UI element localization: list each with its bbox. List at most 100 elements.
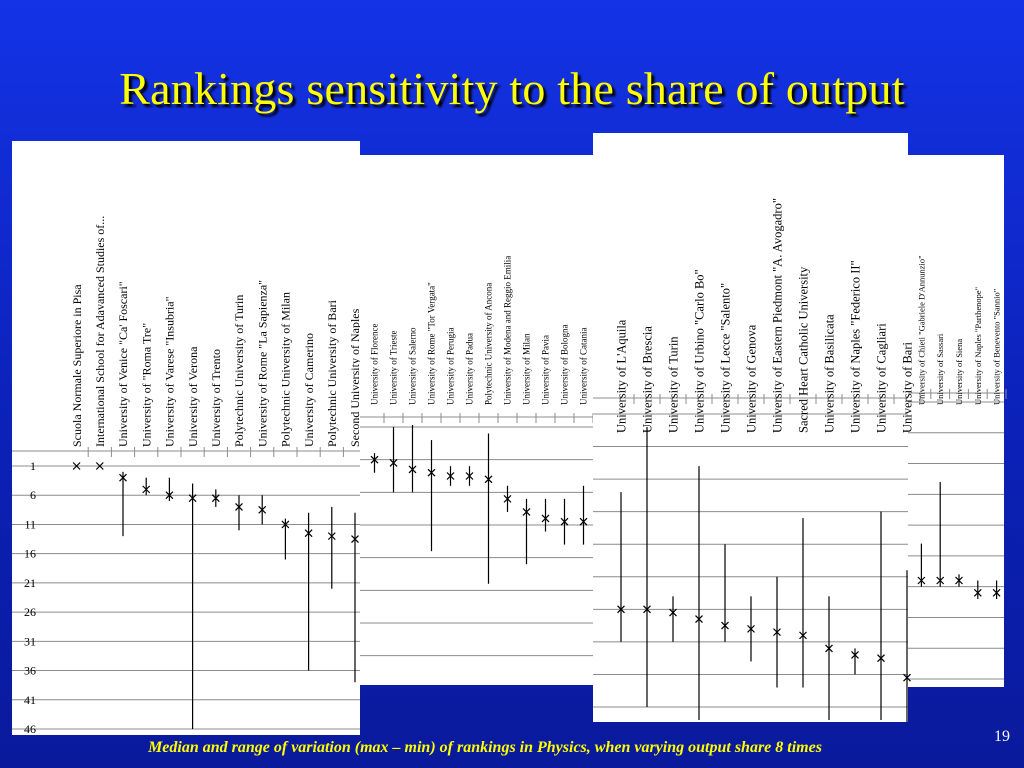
median-marker <box>992 588 1001 597</box>
category-label: University of "Roma Tre" <box>139 323 153 447</box>
category-label: University of Padua <box>465 333 475 405</box>
category-label: University of Trieste <box>389 330 399 405</box>
category-label: University of Chieti "Gabriele D'Annunzi… <box>916 255 926 405</box>
median-marker <box>258 505 267 514</box>
category-label: University of Camerino <box>302 333 316 447</box>
median-marker <box>370 455 379 464</box>
category-label: University of Venice "Ca' Foscari" <box>116 281 130 447</box>
median-marker <box>235 502 243 511</box>
median-marker <box>165 491 174 500</box>
category-label: Polytechnic University of Milan <box>279 292 293 447</box>
category-label: University of Modena and Reggio Emilia <box>503 256 513 405</box>
y-tick-label: 21 <box>24 576 36 590</box>
median-marker <box>351 535 359 543</box>
slide-title: Rankings sensitivity to the share of out… <box>119 63 905 114</box>
median-marker <box>747 624 755 633</box>
category-label: Polytechnic University of Bari <box>325 299 339 447</box>
category-label: University of Naples "Parthenope" <box>973 287 983 405</box>
category-label: University of Varese "Insubria" <box>163 296 177 447</box>
median-marker <box>72 462 81 470</box>
category-label: University of Brescia <box>640 326 654 433</box>
median-marker <box>188 494 197 503</box>
category-label: University of Urbino "Carlo Bo" <box>692 269 706 433</box>
category-label: University of Lecce "Salento" <box>718 283 732 433</box>
median-marker <box>408 465 417 474</box>
median-marker <box>851 650 859 659</box>
category-label: University of Perugia <box>446 328 456 405</box>
median-marker <box>560 517 569 526</box>
median-marker <box>955 576 963 585</box>
chart-panel-2: University of Florence University of Trie… <box>360 155 613 685</box>
median-marker <box>799 631 807 640</box>
median-marker <box>95 462 104 470</box>
category-label: University of Pavia <box>541 335 551 405</box>
median-marker <box>541 514 550 523</box>
y-tick-label: 46 <box>24 722 36 736</box>
slide-caption: Median and range of variation (max – min… <box>148 739 822 756</box>
y-tick-label: 26 <box>24 605 36 619</box>
chart-panel-3: University of L'Aquila University of Bres… <box>593 133 921 722</box>
category-label: International School for Adavanced Studi… <box>93 216 107 447</box>
y-tick-label: 36 <box>24 664 36 678</box>
median-marker <box>579 517 588 526</box>
y-tick-label: 41 <box>24 693 36 707</box>
category-label: University of Trento <box>209 349 223 447</box>
category-label: University of Cagliari <box>874 323 888 433</box>
chart-panel-2-svg: University of Florence University of Trie… <box>360 256 613 657</box>
category-label: University of Genova <box>744 324 758 433</box>
category-label: University of Siena <box>954 339 964 405</box>
chart-panel-1: 1 6 11 16 21 26 31 36 41 46 Scuola Normale Superio… <box>12 141 368 736</box>
median-marker <box>936 576 945 585</box>
median-marker <box>773 628 781 637</box>
category-label: Polytechnic University of Turin <box>232 295 246 447</box>
category-label: University of Verona <box>186 346 200 447</box>
category-label: University of Salerno <box>408 327 418 405</box>
category-label: University of Naples "Federico II" <box>848 260 862 433</box>
chart-panel-4: University of Chieti "Gabriele D'Annunzi… <box>908 155 1007 687</box>
category-label: Polytechnic University of Ancona <box>484 283 494 405</box>
y-tick-label: 16 <box>24 547 36 561</box>
category-label: University of Catania <box>579 328 589 405</box>
category-label: Second University of Naples <box>348 308 362 447</box>
median-marker <box>142 485 151 494</box>
category-label: University of Turin <box>666 336 680 433</box>
median-marker <box>903 673 911 682</box>
median-marker <box>211 494 220 503</box>
median-marker <box>327 532 336 541</box>
median-marker <box>484 475 493 484</box>
category-label: University of L'Aquila <box>614 319 628 433</box>
median-marker <box>643 605 651 614</box>
median-marker <box>617 605 625 614</box>
category-label: University of Rome "Tor Vergata" <box>427 282 437 405</box>
category-label: Scuola Normale Superiore in Pisa <box>70 284 84 447</box>
median-marker <box>825 644 833 653</box>
median-marker <box>465 472 474 480</box>
median-marker <box>119 473 127 482</box>
median-marker <box>917 576 926 585</box>
category-label: University of Sassari <box>935 333 945 405</box>
chart-panel-3-svg: University of L'Aquila University of Bres… <box>593 198 921 722</box>
category-label: University of Rome "La Sapienza" <box>255 280 269 447</box>
category-label: University of Bologna <box>560 325 570 406</box>
median-marker <box>877 654 885 663</box>
category-label: University of Florence <box>370 324 380 405</box>
y-tick-label: 1 <box>30 459 36 473</box>
median-marker <box>503 494 512 503</box>
category-label: University of Basilicata <box>822 314 836 433</box>
y-tick-label: 6 <box>30 488 36 502</box>
chart-panel-4-svg: University of Chieti "Gabriele D'Annunzi… <box>908 255 1007 680</box>
median-marker <box>427 468 436 477</box>
category-label: University of Benevento "Sannio" <box>992 289 1002 405</box>
page-number: 19 <box>994 728 1010 745</box>
median-marker <box>389 459 398 467</box>
category-label: Sacred Heart Catholic University <box>796 266 810 433</box>
median-marker <box>721 621 729 630</box>
y-tick-label: 11 <box>24 517 36 531</box>
y-tick-label: 31 <box>24 634 36 648</box>
category-label: University of Milan <box>522 333 532 405</box>
median-marker <box>669 608 677 617</box>
median-marker <box>281 520 290 529</box>
category-label: University of Eastern Piedmont "A. Avoga… <box>770 198 784 433</box>
median-marker <box>446 472 455 480</box>
